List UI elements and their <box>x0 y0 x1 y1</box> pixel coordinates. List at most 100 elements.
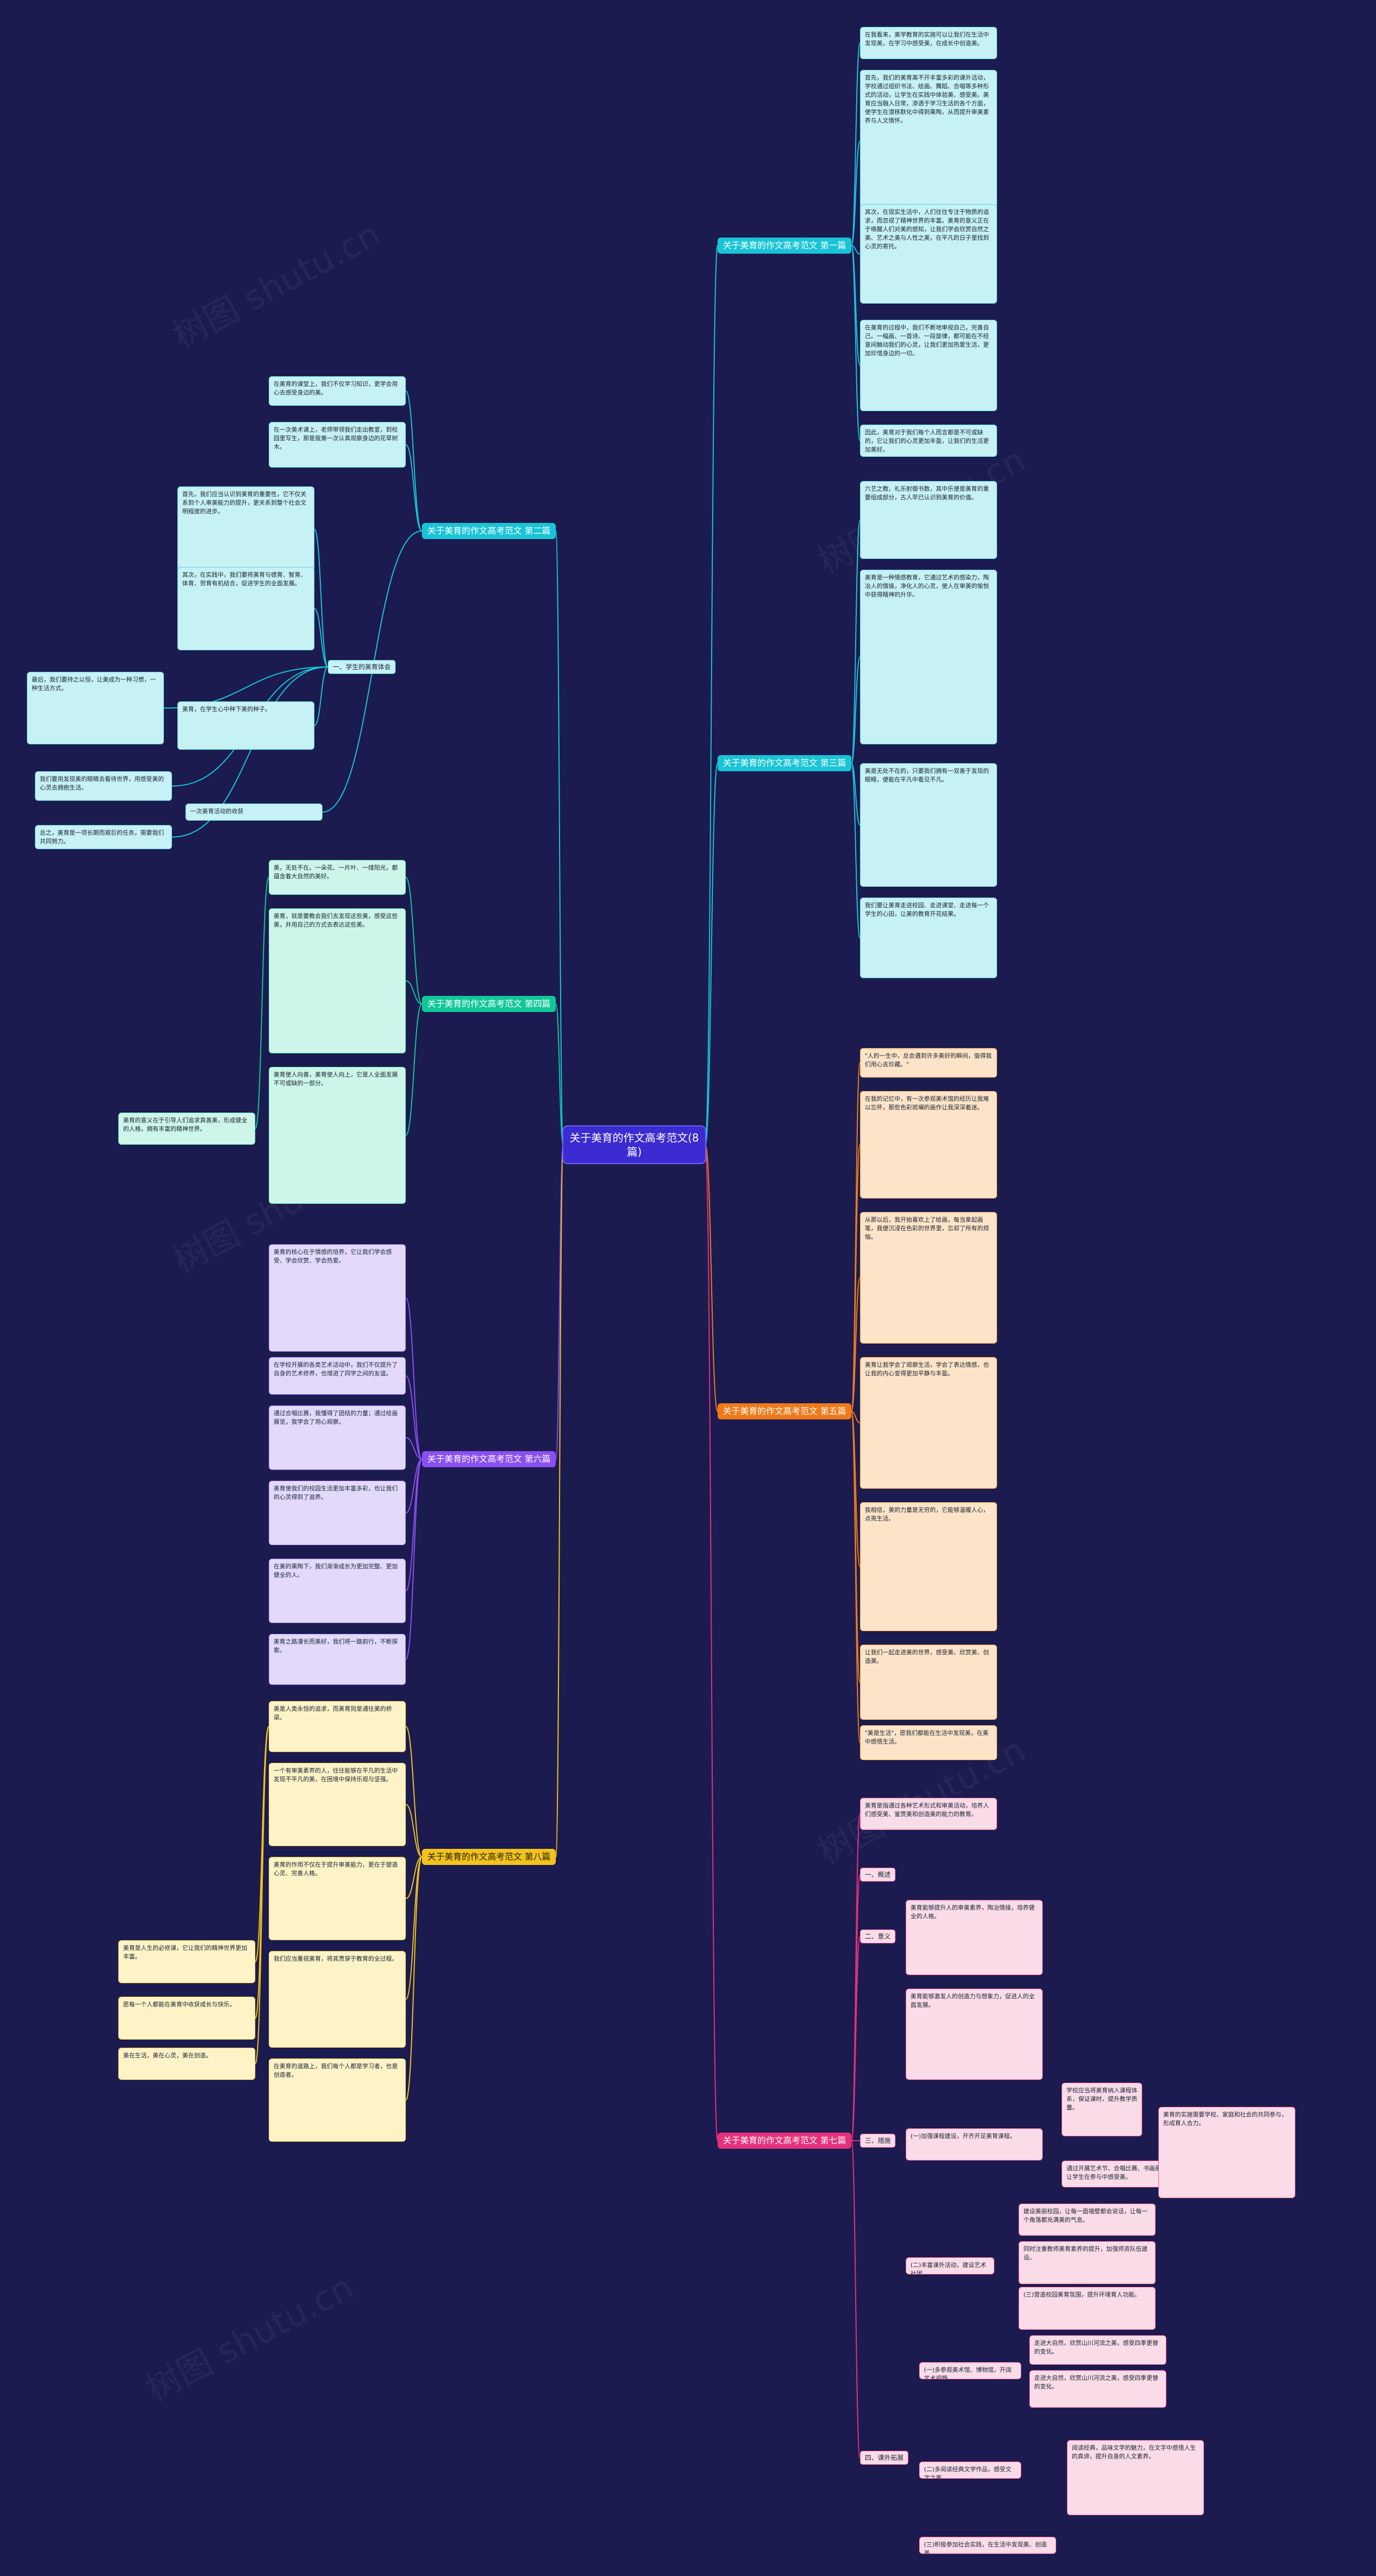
b7-intro: 美育是指通过各种艺术形式和审美活动，培养人们感受美、鉴赏美和创造美的能力的教育。 <box>860 1798 997 1830</box>
b8-leaf: 在美育的道路上，我们每个人都是学习者，也是创造者。 <box>269 2058 406 2142</box>
branch-6[interactable]: 关于美育的作文高考范文 第六篇 <box>422 1451 556 1467</box>
b2-label[interactable]: 一、学生的美育体会 <box>328 660 396 674</box>
b5-leaf: "人的一生中，总会遇到许多美好的瞬间，值得我们用心去珍藏。" <box>860 1048 997 1078</box>
connector <box>705 245 718 1145</box>
connector <box>555 1144 564 1857</box>
b4-leaf: 美育使人向善，美育使人向上，它是人全面发展不可或缺的一部分。 <box>269 1067 406 1204</box>
connector <box>555 1003 564 1145</box>
b6-leaf: 美育之路漫长而美好，我们将一路前行，不断探索。 <box>269 1634 406 1685</box>
connector <box>314 529 328 668</box>
b8-side: 美育是人生的必修课，它让我们的精神世界更加丰富。 <box>118 1940 255 1983</box>
b2-sub: 我们要用发现美的眼睛去看待世界，用感受美的心灵去拥抱生活。 <box>35 771 172 801</box>
connector <box>851 1936 861 2141</box>
b8-leaf: 我们应当重视美育，将其贯穿于教育的全过程。 <box>269 1951 406 2048</box>
connector <box>851 1411 861 1424</box>
connector <box>405 1856 422 2000</box>
branch-5[interactable]: 关于美育的作文高考范文 第五篇 <box>718 1403 852 1419</box>
b7-s3-side: 美育的实施需要学校、家庭和社会的共同参与，形成育人合力。 <box>1158 2107 1295 2198</box>
b5-leaf: 从那以后，我开始喜欢上了绘画，每当拿起画笔，我便沉浸在色彩的世界里，忘却了所有的… <box>860 1212 997 1344</box>
b2-sub: 最后，我们要持之以恒，让美成为一种习惯，一种生活方式。 <box>27 672 164 744</box>
b7-s4-detail: 阅读经典，品味文学的魅力，在文字中感悟人生的真谛，提升自身的人文素养。 <box>1067 2440 1204 2515</box>
b7-s3-item: (二)丰富课外活动，建设艺术社团。 <box>906 2257 994 2274</box>
connector <box>405 1459 422 1591</box>
b5-leaf: 美育让我学会了观察生活，学会了表达情感，也让我的内心变得更加平静与丰盈。 <box>860 1357 997 1489</box>
b8-side: 美在生活，美在心灵，美在创造。 <box>118 2048 255 2080</box>
b1-leaf: 首先，我们的美育离不开丰富多彩的课外活动，学校通过组织书法、绘画、舞蹈、合唱等多… <box>860 70 997 212</box>
root-topic[interactable]: 关于美育的作文高考范文(8篇) <box>563 1126 705 1163</box>
b6-leaf: 通过合唱比赛，我懂得了团结的力量；通过绘画展览，我学会了用心观察。 <box>269 1405 406 1470</box>
connector <box>405 1459 422 1513</box>
connector <box>255 1726 269 2064</box>
connector <box>314 608 328 668</box>
branch-4[interactable]: 关于美育的作文高考范文 第四篇 <box>422 996 556 1012</box>
b7-s4-detail: 走进大自然，欣赏山川河流之美，感受四季更替的变化。 <box>1029 2335 1166 2365</box>
b7-section-4[interactable]: 四、课外拓展 <box>860 2451 909 2465</box>
connector <box>255 877 269 1129</box>
connector <box>851 763 861 826</box>
connector <box>705 1144 718 1412</box>
connector <box>405 1375 422 1460</box>
connector <box>555 1144 564 1460</box>
b6-leaf: 在学校开展的各类艺术活动中，我们不仅提升了自身的艺术修养，也增进了同学之间的友谊… <box>269 1357 406 1395</box>
connector <box>405 1726 422 1857</box>
connector <box>171 666 328 838</box>
b7-s4-detail: 走进大自然，欣赏山川河流之美，感受四季更替的变化。 <box>1029 2370 1166 2408</box>
connector <box>851 1874 861 2141</box>
b7-section-3[interactable]: 三、措施 <box>860 2134 896 2148</box>
b2-sub: 首先，我们应当认识到美育的重要性，它不仅关系到个人审美能力的提升，更关系到整个社… <box>177 486 314 572</box>
b7-section-1[interactable]: 一、概述 <box>860 1868 896 1882</box>
branch-1[interactable]: 关于美育的作文高考范文 第一篇 <box>718 238 852 254</box>
b4-leaf: 美，无处不在。一朵花、一片叶、一缕阳光，都蕴含着大自然的美好。 <box>269 860 406 895</box>
branch-7[interactable]: 关于美育的作文高考范文 第七篇 <box>718 2133 852 2149</box>
b7-s2-leaf: 美育能够激发人的创造力与想象力，促进人的全面发展。 <box>906 1989 1043 2080</box>
b7-s3-detail: 学校应当将美育纳入课程体系，保证课时，提升教学质量。 <box>1062 2083 1142 2136</box>
b3-leaf: 我们要让美育走进校园、走进课堂、走进每一个学生的心田，让美的教育开花结果。 <box>860 898 997 978</box>
connector <box>314 666 328 726</box>
connector <box>851 2140 861 2458</box>
b5-leaf: 在我的记忆中，有一次参观美术馆的经历让我难以忘怀，那些色彩斑斓的画作让我深深着迷… <box>860 1091 997 1199</box>
b1-leaf: 在美育的过程中，我们不断地审视自己，完善自己。一幅画、一首诗、一段旋律，都可能在… <box>860 320 997 411</box>
connector <box>405 1459 422 1660</box>
b3-leaf: 美是无处不在的，只要我们拥有一双善于发现的眼睛，便能在平凡中看见不凡。 <box>860 763 997 887</box>
connector <box>405 1856 422 2101</box>
b2-leaf: 在美育的课堂上，我们不仅学习知识，更学会用心去感受身边的美。 <box>269 376 406 406</box>
b6-leaf: 在美的熏陶下，我们渐渐成长为更加完整、更加健全的人。 <box>269 1559 406 1623</box>
b6-leaf: 美育使我们的校园生活更加丰富多彩，也让我们的心灵得到了滋养。 <box>269 1481 406 1545</box>
b2-sub: 其次，在实践中，我们要将美育与德育、智育、体育、劳育有机结合，促进学生的全面发展… <box>177 567 314 650</box>
b1-leaf: 在我看来，美学教育的实施可以让我们在生活中发现美，在学习中感受美，在成长中创造美… <box>860 27 997 59</box>
connector <box>405 1804 422 1857</box>
connector <box>705 1144 718 2141</box>
b2-sub: 美育，在学生心中种下美的种子。 <box>177 701 314 750</box>
connector <box>851 1277 861 1412</box>
b4-side: 美育的意义在于引导人们追求真善美，形成健全的人格，拥有丰富的精神世界。 <box>118 1113 255 1145</box>
b7-s3-detail: 建设美丽校园，让每一面墙壁都会说话，让每一个角落都充满美的气息。 <box>1019 2204 1156 2236</box>
connector <box>705 763 718 1145</box>
branch-8[interactable]: 关于美育的作文高考范文 第八篇 <box>422 1849 556 1865</box>
connector <box>851 763 861 938</box>
connector <box>405 444 422 532</box>
b5-leaf: 我相信，美的力量是无穷的，它能够温暖人心，点亮生活。 <box>860 1502 997 1631</box>
branch-3[interactable]: 关于美育的作文高考范文 第三篇 <box>718 755 852 771</box>
connector <box>405 1003 422 1136</box>
b3-leaf: 六艺之教，礼乐射御书数，其中乐便是美育的重要组成部分，古人早已认识到美育的价值。 <box>860 481 997 559</box>
b7-s3-item: (一)加强课程建设，开齐开足美育课程。 <box>906 2128 1043 2161</box>
connector <box>405 390 422 532</box>
connector <box>405 1297 422 1460</box>
b2-leaf: 在一次美术课上，老师带领我们走出教室，到校园里写生，那是我第一次认真观察身边的花… <box>269 422 406 468</box>
b7-section-2[interactable]: 二、意义 <box>860 1929 896 1943</box>
connector <box>255 1726 269 1962</box>
connector <box>851 245 861 255</box>
connector <box>405 1437 422 1460</box>
b7-s3-item: (三)营造校园美育氛围，提升环境育人功能。 <box>1019 2287 1156 2330</box>
connector <box>555 530 564 1145</box>
connector <box>851 1411 861 1743</box>
b3-leaf: 美育是一种情感教育，它通过艺术的感染力，陶冶人的情操，净化人的心灵，使人在审美的… <box>860 570 997 744</box>
b1-leaf: 其次，在现实生活中，人们往往专注于物质的追求，而忽视了精神世界的丰富。美育的意义… <box>860 204 997 304</box>
connector <box>851 519 861 764</box>
b8-leaf: 一个有审美素养的人，往往能够在平凡的生活中发现不平凡的美，在困境中保持乐观与坚强… <box>269 1763 406 1846</box>
branch-2[interactable]: 关于美育的作文高考范文 第二篇 <box>422 523 556 539</box>
b8-side: 愿每一个人都能在美育中收获成长与快乐。 <box>118 1997 255 2040</box>
b7-s2-leaf: 美育能够提升人的审美素养，陶冶情操，培养健全的人格。 <box>906 1900 1043 1975</box>
